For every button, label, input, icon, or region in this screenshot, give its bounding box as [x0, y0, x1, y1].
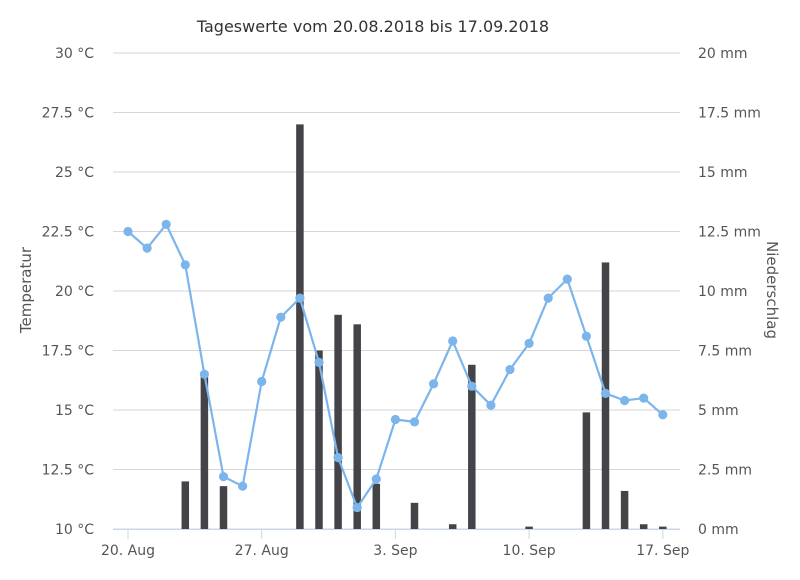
x-tick-label: 20. Aug [101, 543, 155, 559]
temperature-point [639, 393, 649, 403]
y-axis-left-label: Temperatur [17, 246, 35, 334]
temperature-point [658, 410, 668, 420]
precipitation-bar [582, 412, 591, 529]
y-right-tick-label: 20 mm [698, 46, 748, 62]
temperature-points [123, 219, 668, 513]
precipitation-bar [334, 314, 342, 529]
temperature-point [180, 260, 190, 270]
precipitation-bar [200, 376, 209, 529]
precipitation-bar [219, 486, 228, 529]
y-left-tick-label: 25 °C [55, 165, 94, 181]
temperature-point [486, 400, 496, 410]
precipitation-bar [315, 350, 323, 529]
precipitation-bar [659, 526, 667, 529]
y-left-tick-label: 17.5 °C [42, 344, 95, 360]
precipitation-bar [468, 364, 476, 529]
grid-lines [113, 52, 680, 530]
temperature-point [467, 381, 477, 391]
y-left-tick-label: 27.5 °C [42, 106, 95, 122]
temperature-point [409, 417, 420, 427]
precipitation-bars [181, 124, 667, 530]
temperature-point [524, 338, 534, 348]
y-right-tick-label: 7.5 mm [698, 344, 752, 360]
temperature-point [448, 336, 458, 346]
y-axis-left: 10 °C 12.5 °C 15 °C 17.5 °C 20 °C 22.5 °C 25 °… [42, 46, 95, 538]
temperature-point [218, 472, 229, 482]
temperature-point [352, 502, 362, 513]
precipitation-bar [181, 481, 190, 529]
y-left-tick-label: 15 °C [55, 403, 94, 419]
y-left-tick-label: 30 °C [55, 46, 94, 62]
precipitation-bar [525, 526, 533, 529]
temperature-point [161, 219, 171, 229]
temperature-series-line [127, 223, 664, 509]
x-tick-label: 3. Sep [373, 543, 417, 559]
y-left-tick-label: 22.5 °C [42, 225, 95, 241]
precipitation-bar [448, 524, 457, 529]
temperature-point [620, 395, 630, 406]
temperature-point [257, 376, 267, 387]
temperature-point [199, 369, 209, 379]
chart-title: Tageswerte vom 20.08.2018 bis 17.09.2018 [196, 17, 549, 36]
temperature-point [333, 453, 343, 463]
y-right-tick-label: 2.5 mm [698, 463, 752, 479]
y-left-tick-label: 12.5 °C [42, 463, 95, 479]
y-axis-right-label: Niederschlag [763, 241, 781, 339]
temperature-point [142, 243, 152, 253]
temperature-line [127, 223, 664, 509]
x-axis: 20. Aug 27. Aug 3. Sep 10. Sep 17. Sep [101, 529, 689, 559]
temperature-point [295, 293, 305, 303]
x-tick-label: 17. Sep [636, 543, 689, 559]
y-axis-right: 0 mm 2.5 mm 5 mm 7.5 mm 10 mm 12.5 mm 15 mm 17.… [698, 46, 761, 538]
temperature-point [390, 414, 400, 425]
precipitation-bar [372, 483, 381, 529]
precipitation-bar [620, 490, 629, 529]
temperature-point [371, 474, 381, 484]
temperature-point [600, 388, 611, 398]
temperature-point [505, 364, 515, 375]
temperature-point [562, 274, 572, 284]
x-tick-label: 10. Sep [503, 543, 556, 559]
x-tick-label: 27. Aug [235, 543, 289, 559]
y-right-tick-label: 10 mm [698, 284, 748, 300]
y-left-tick-label: 10 °C [55, 522, 94, 538]
y-right-tick-label: 17.5 mm [698, 106, 761, 122]
y-right-tick-label: 0 mm [698, 522, 739, 538]
y-left-tick-label: 20 °C [55, 284, 94, 300]
temperature-point [123, 226, 133, 237]
precipitation-bar [353, 324, 361, 529]
precipitation-bar [296, 124, 304, 530]
y-right-tick-label: 15 mm [698, 165, 748, 181]
temperature-point [238, 481, 248, 491]
y-right-tick-label: 5 mm [698, 403, 739, 419]
temperature-point [276, 312, 286, 322]
precipitation-bar [639, 524, 648, 529]
temperature-point [314, 357, 324, 367]
precipitation-bar [410, 502, 419, 529]
temperature-point [543, 293, 553, 303]
temperature-point [581, 331, 592, 341]
y-right-tick-label: 12.5 mm [698, 225, 761, 241]
temperature-point [429, 379, 439, 389]
